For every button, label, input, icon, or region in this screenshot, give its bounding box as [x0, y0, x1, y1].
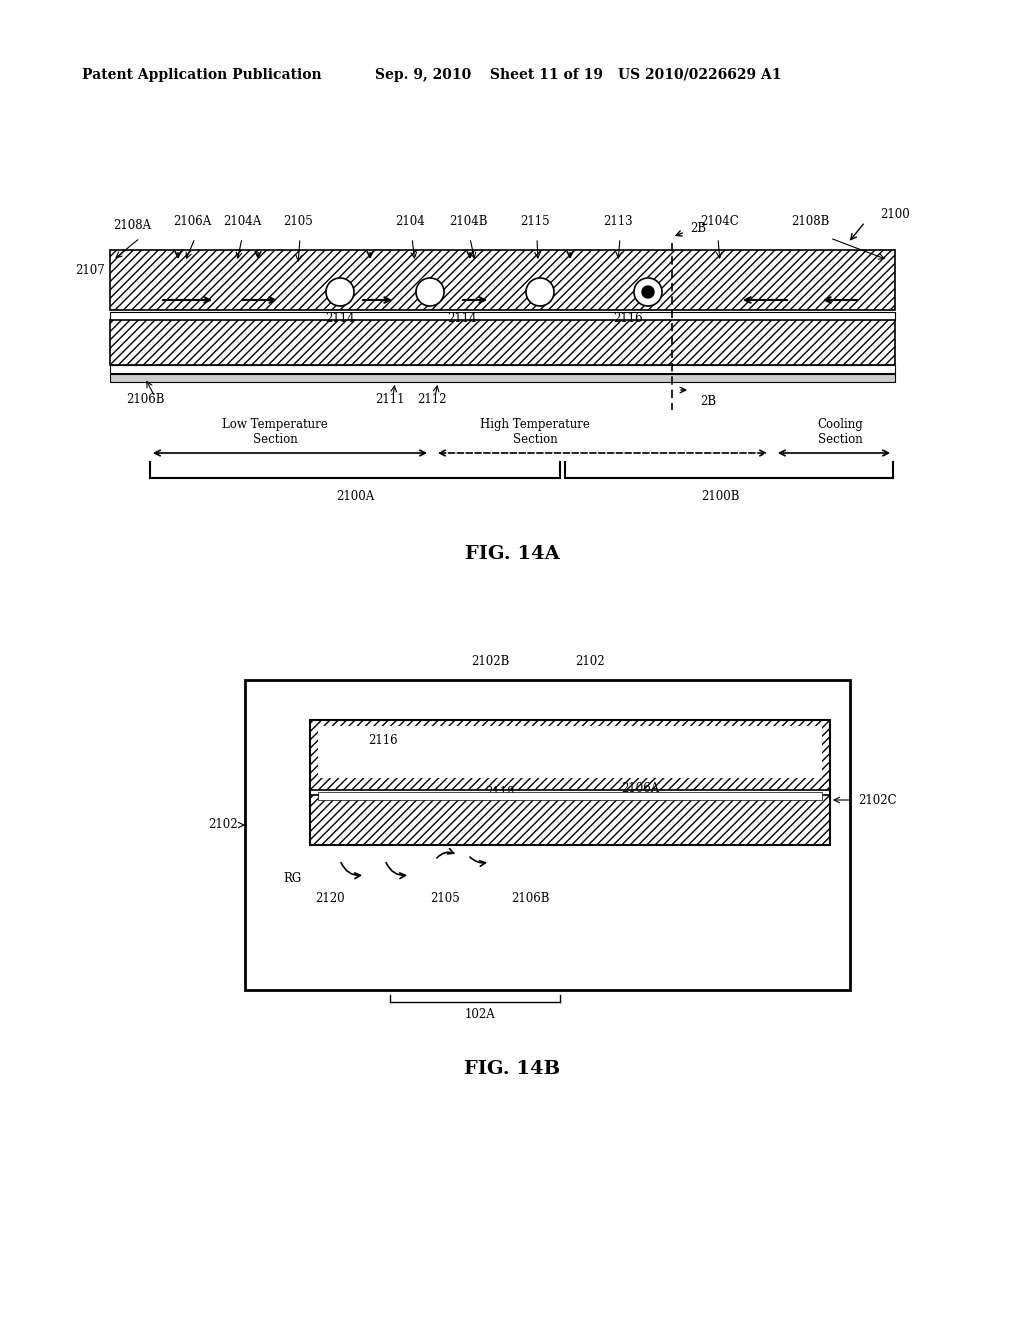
- Text: 2120: 2120: [315, 892, 345, 906]
- Text: Section: Section: [253, 433, 297, 446]
- Text: 2116: 2116: [613, 312, 643, 325]
- Bar: [310, 719, 830, 845]
- Text: Section: Section: [817, 433, 862, 446]
- Text: High Temperature: High Temperature: [480, 418, 590, 432]
- Text: Cooling: Cooling: [817, 418, 863, 432]
- Bar: [110, 374, 895, 381]
- Text: 2106B: 2106B: [126, 393, 164, 407]
- Text: 2104B: 2104B: [449, 215, 487, 228]
- Text: 2100B: 2100B: [700, 490, 739, 503]
- Text: FIG. 14A: FIG. 14A: [465, 545, 559, 564]
- Text: 2106B: 2106B: [511, 892, 549, 906]
- Text: Low Temperature: Low Temperature: [222, 418, 328, 432]
- Text: RG: RG: [284, 871, 302, 884]
- Text: 2113: 2113: [603, 215, 633, 228]
- Text: 2115: 2115: [520, 215, 550, 228]
- Text: Sep. 9, 2010: Sep. 9, 2010: [375, 69, 471, 82]
- Text: FIG. 14B: FIG. 14B: [464, 1060, 560, 1078]
- Text: US 2010/0226629 A1: US 2010/0226629 A1: [618, 69, 781, 82]
- Bar: [245, 680, 850, 990]
- Bar: [110, 319, 895, 366]
- Text: 2102B: 2102B: [471, 655, 509, 668]
- Text: 2118: 2118: [485, 787, 515, 800]
- Text: Sheet 11 of 19: Sheet 11 of 19: [490, 69, 603, 82]
- Bar: [310, 719, 830, 789]
- Text: 102A: 102A: [465, 1008, 496, 1020]
- Text: Patent Application Publication: Patent Application Publication: [82, 69, 322, 82]
- Text: 2104C: 2104C: [700, 215, 739, 228]
- Bar: [318, 792, 822, 800]
- Circle shape: [526, 279, 554, 306]
- Text: 2112: 2112: [417, 393, 446, 407]
- Text: Section: Section: [513, 433, 557, 446]
- Text: 2102: 2102: [575, 655, 605, 668]
- Text: 2102: 2102: [208, 818, 238, 832]
- Bar: [110, 249, 895, 310]
- Text: 2102C: 2102C: [858, 793, 897, 807]
- Text: 2100A: 2100A: [336, 490, 374, 503]
- Text: 2B: 2B: [690, 222, 707, 235]
- Text: 2114: 2114: [447, 312, 477, 325]
- Text: 2106A: 2106A: [621, 781, 659, 795]
- Text: 2105: 2105: [430, 892, 460, 906]
- Text: 2104: 2104: [395, 215, 425, 228]
- Text: 2B: 2B: [700, 395, 716, 408]
- Text: 2107: 2107: [75, 264, 105, 276]
- Text: 2116: 2116: [368, 734, 397, 747]
- Text: 2108B: 2108B: [791, 215, 829, 228]
- Text: 2114: 2114: [326, 312, 354, 325]
- Bar: [110, 312, 895, 319]
- Bar: [110, 366, 895, 374]
- Bar: [310, 795, 830, 845]
- Text: 2105: 2105: [283, 215, 313, 228]
- Circle shape: [634, 279, 662, 306]
- Text: 2100: 2100: [880, 209, 909, 222]
- Text: 2108A: 2108A: [113, 219, 152, 232]
- Bar: [318, 726, 822, 777]
- Circle shape: [416, 279, 444, 306]
- Text: 2111: 2111: [375, 393, 404, 407]
- Text: 2106A: 2106A: [173, 215, 211, 228]
- Circle shape: [642, 286, 654, 298]
- Circle shape: [326, 279, 354, 306]
- Text: 2104A: 2104A: [223, 215, 261, 228]
